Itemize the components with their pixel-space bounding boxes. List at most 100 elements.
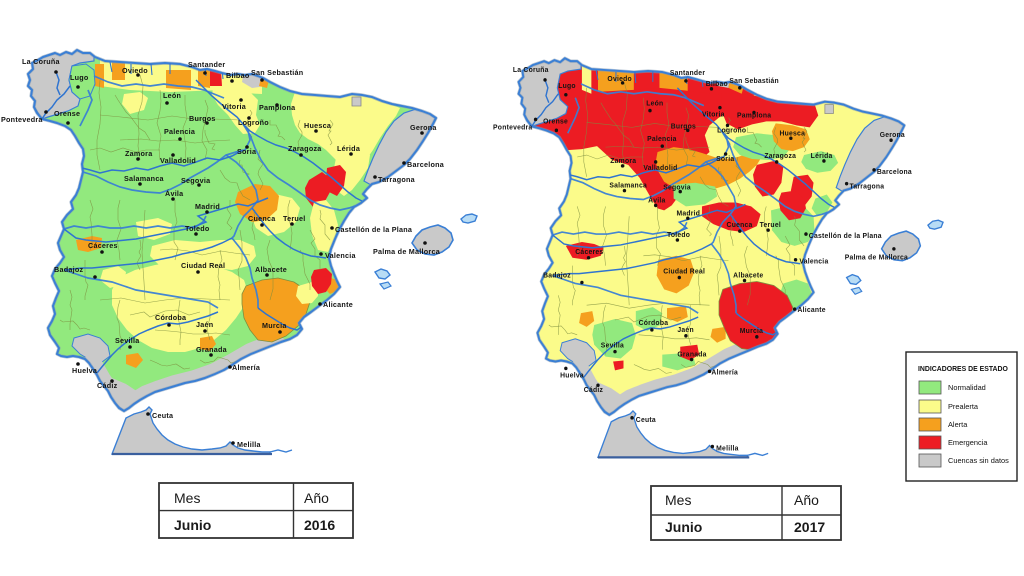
svg-text:Zamora: Zamora	[125, 149, 153, 158]
svg-text:Barcelona: Barcelona	[407, 160, 445, 169]
svg-text:Alicante: Alicante	[797, 307, 825, 314]
svg-text:Jaén: Jaén	[677, 327, 693, 334]
svg-text:León: León	[646, 101, 663, 108]
svg-text:Zaragoza: Zaragoza	[288, 144, 322, 153]
svg-text:Melilla: Melilla	[716, 445, 738, 452]
svg-text:Lérida: Lérida	[811, 153, 833, 160]
svg-text:Palencia: Palencia	[647, 136, 676, 143]
svg-text:Año: Año	[304, 490, 329, 506]
svg-text:Emergencia: Emergencia	[948, 438, 988, 447]
svg-text:Cáceres: Cáceres	[575, 249, 603, 256]
svg-text:Pontevedra: Pontevedra	[1, 115, 43, 124]
svg-text:Ávila: Ávila	[648, 195, 665, 204]
svg-text:Soria: Soria	[237, 147, 257, 156]
svg-text:Cáceres: Cáceres	[88, 241, 118, 250]
svg-text:Teruel: Teruel	[760, 222, 781, 229]
svg-text:Palencia: Palencia	[164, 127, 196, 136]
svg-text:Cuencas sin datos: Cuencas sin datos	[948, 456, 1009, 465]
svg-text:Castellón de la Plana: Castellón de la Plana	[809, 233, 882, 240]
svg-text:Palma de Mallorca: Palma de Mallorca	[373, 247, 441, 256]
svg-text:Alicante: Alicante	[323, 300, 353, 309]
svg-text:Madrid: Madrid	[195, 202, 220, 211]
svg-text:Año: Año	[794, 492, 819, 508]
svg-text:Pamplona: Pamplona	[259, 103, 296, 112]
svg-text:Gerona: Gerona	[410, 123, 437, 132]
svg-text:La Coruña: La Coruña	[22, 57, 61, 66]
svg-text:Santander: Santander	[188, 60, 225, 69]
svg-text:Junio: Junio	[174, 517, 211, 533]
svg-text:Oviedo: Oviedo	[607, 76, 631, 83]
svg-text:Murcia: Murcia	[262, 321, 287, 330]
svg-text:Teruel: Teruel	[283, 214, 306, 223]
svg-text:Valladolid: Valladolid	[643, 165, 677, 172]
svg-text:San Sebastián: San Sebastián	[251, 68, 303, 77]
svg-text:Almería: Almería	[711, 369, 738, 376]
svg-text:INDICADORES DE ESTADO: INDICADORES DE ESTADO	[918, 366, 1008, 373]
svg-text:Junio: Junio	[665, 519, 702, 535]
svg-text:Zamora: Zamora	[610, 158, 636, 165]
svg-text:León: León	[163, 91, 181, 100]
svg-text:Granada: Granada	[677, 351, 706, 358]
svg-text:Salamanca: Salamanca	[609, 183, 647, 190]
svg-text:Normalidad: Normalidad	[948, 383, 986, 392]
svg-text:2016: 2016	[304, 517, 335, 533]
svg-text:Segovia: Segovia	[181, 176, 211, 185]
svg-text:Valencia: Valencia	[799, 259, 828, 266]
svg-text:Tarragona: Tarragona	[378, 175, 416, 184]
svg-text:Pontevedra: Pontevedra	[493, 124, 532, 131]
svg-text:Prealerta: Prealerta	[948, 402, 979, 411]
svg-text:Córdoba: Córdoba	[639, 320, 669, 327]
svg-text:Ceuta: Ceuta	[636, 417, 656, 424]
svg-text:La Coruña: La Coruña	[513, 67, 549, 74]
svg-text:San Sebastián: San Sebastián	[729, 78, 779, 85]
svg-text:Logroño: Logroño	[717, 127, 746, 134]
svg-text:Badajoz: Badajoz	[54, 265, 83, 274]
svg-text:Huelva: Huelva	[560, 372, 584, 379]
svg-text:Sevilla: Sevilla	[601, 343, 624, 350]
svg-text:Tarragona: Tarragona	[849, 184, 884, 191]
svg-text:Burgos: Burgos	[189, 114, 216, 123]
svg-text:Vitoria: Vitoria	[702, 111, 725, 118]
svg-text:Lérida: Lérida	[337, 144, 361, 153]
svg-text:Cuenca: Cuenca	[248, 214, 276, 223]
svg-text:Badajoz: Badajoz	[543, 272, 571, 279]
svg-text:Huesca: Huesca	[780, 130, 806, 137]
svg-text:Toledo: Toledo	[185, 224, 210, 233]
svg-text:Granada: Granada	[196, 345, 228, 354]
svg-text:2017: 2017	[794, 519, 825, 535]
svg-text:Madrid: Madrid	[676, 210, 700, 217]
svg-text:Gerona: Gerona	[880, 132, 905, 139]
svg-text:Lugo: Lugo	[558, 83, 576, 90]
svg-text:Salamanca: Salamanca	[124, 174, 165, 183]
svg-text:Burgos: Burgos	[671, 123, 696, 130]
svg-text:Barcelona: Barcelona	[877, 169, 912, 176]
svg-text:Sevilla: Sevilla	[115, 336, 140, 345]
svg-text:Zaragoza: Zaragoza	[764, 153, 796, 160]
svg-text:Valencia: Valencia	[325, 251, 357, 260]
svg-text:Albacete: Albacete	[733, 272, 763, 279]
svg-text:Santander: Santander	[670, 70, 705, 77]
svg-text:Huelva: Huelva	[72, 366, 98, 375]
svg-text:Cádiz: Cádiz	[97, 381, 118, 390]
svg-text:Toledo: Toledo	[667, 232, 690, 239]
svg-text:Orense: Orense	[543, 118, 568, 125]
svg-text:Córdoba: Córdoba	[155, 313, 187, 322]
svg-text:Castellón de la Plana: Castellón de la Plana	[335, 225, 413, 234]
svg-text:Mes: Mes	[174, 490, 200, 506]
svg-text:Murcia: Murcia	[740, 328, 763, 335]
svg-text:Albacete: Albacete	[255, 265, 287, 274]
svg-text:Soria: Soria	[716, 156, 734, 163]
svg-text:Ciudad Real: Ciudad Real	[663, 268, 705, 275]
svg-text:Huesca: Huesca	[304, 121, 332, 130]
svg-text:Palma de Mallorca: Palma de Mallorca	[845, 255, 908, 262]
svg-text:Vitoria: Vitoria	[222, 102, 247, 111]
svg-text:Bilbao: Bilbao	[706, 81, 728, 88]
svg-text:Valladolid: Valladolid	[160, 156, 196, 165]
svg-text:Ávila: Ávila	[165, 189, 184, 198]
svg-text:Cádiz: Cádiz	[584, 387, 604, 394]
svg-text:Jaén: Jaén	[196, 320, 213, 329]
svg-text:Ceuta: Ceuta	[152, 411, 174, 420]
svg-text:Melilla: Melilla	[237, 440, 261, 449]
svg-text:Cuenca: Cuenca	[727, 222, 753, 229]
svg-text:Pamplona: Pamplona	[737, 112, 771, 119]
